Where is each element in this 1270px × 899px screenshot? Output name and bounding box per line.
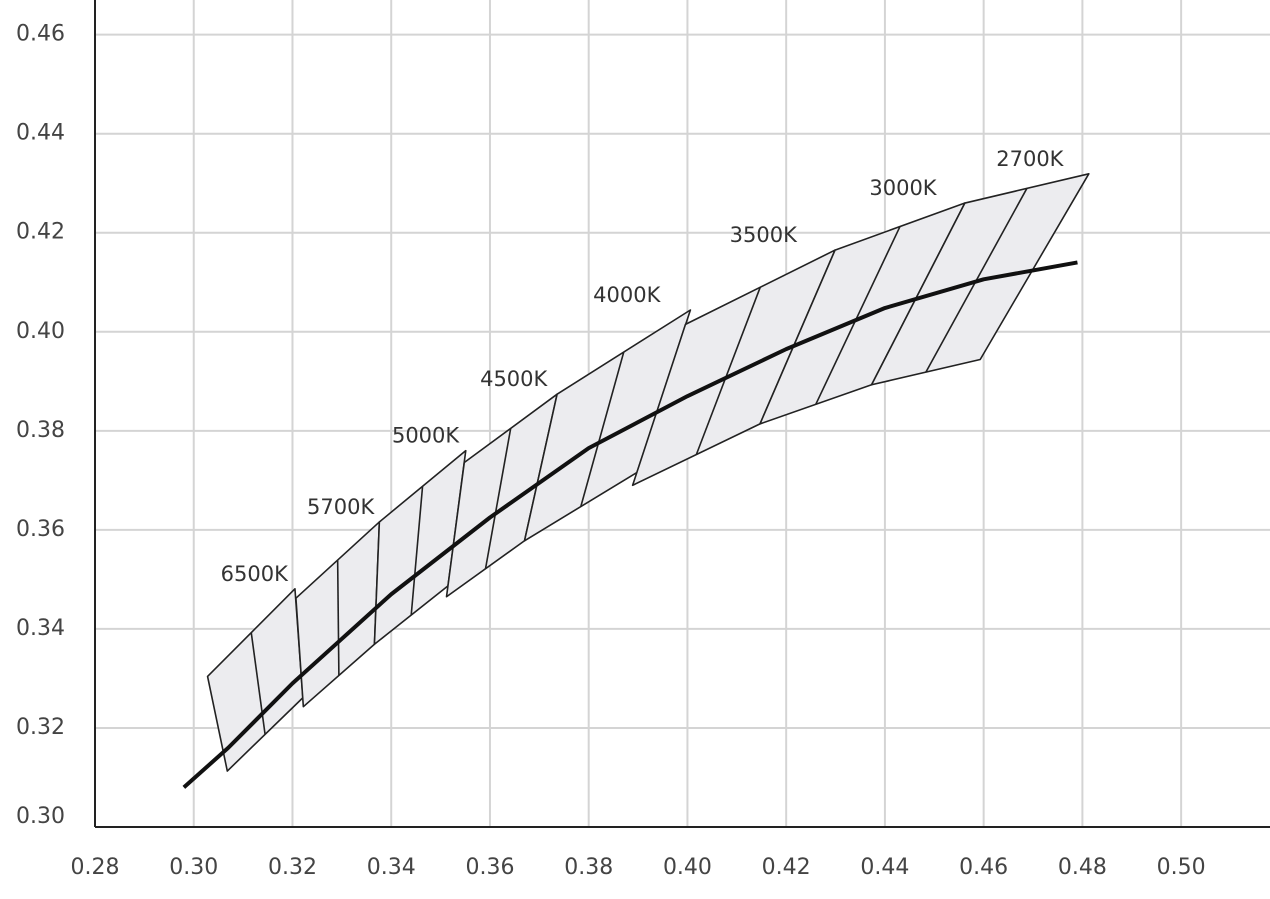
- region-divider: [580, 351, 625, 507]
- x-tick-label: 0.40: [663, 855, 712, 880]
- region-divider: [250, 632, 266, 735]
- x-tick-label: 0.30: [169, 855, 218, 880]
- region-divider: [336, 560, 340, 676]
- x-tick-label: 0.38: [564, 855, 613, 880]
- y-tick-label: 0.36: [16, 517, 65, 542]
- region-divider: [815, 226, 901, 405]
- y-tick-label: 0.30: [16, 804, 65, 829]
- y-tick-label: 0.38: [16, 418, 65, 443]
- x-tick-label: 0.32: [268, 855, 317, 880]
- region-label: 2700K: [996, 147, 1064, 171]
- region-label: 5000K: [392, 424, 460, 448]
- x-tick-label: 0.50: [1157, 855, 1206, 880]
- region-label: 5700K: [307, 495, 375, 519]
- x-tick-label: 0.28: [71, 855, 120, 880]
- x-tick-label: 0.46: [959, 855, 1008, 880]
- region-label: 3500K: [730, 223, 798, 247]
- y-tick-label: 0.46: [16, 22, 65, 47]
- y-tick-label: 0.40: [16, 319, 65, 344]
- region-label: 4500K: [480, 367, 548, 391]
- x-tick-label: 0.44: [860, 855, 909, 880]
- region-label: 3000K: [869, 176, 937, 200]
- y-tick-label: 0.42: [16, 220, 65, 245]
- y-tick-label: 0.32: [16, 715, 65, 740]
- x-tick-label: 0.48: [1058, 855, 1107, 880]
- x-tick-label: 0.42: [762, 855, 811, 880]
- region-label: 4000K: [593, 283, 661, 307]
- region-divider: [484, 428, 512, 569]
- y-tick-label: 0.34: [16, 616, 65, 641]
- y-tick-label: 0.44: [16, 121, 65, 146]
- region-divider: [695, 286, 762, 455]
- x-tick-label: 0.36: [465, 855, 514, 880]
- region-label: 6500K: [221, 562, 289, 586]
- region-divider: [410, 486, 424, 616]
- region: [206, 588, 304, 772]
- x-tick-label: 0.34: [367, 855, 416, 880]
- locus-line: [182, 260, 1078, 789]
